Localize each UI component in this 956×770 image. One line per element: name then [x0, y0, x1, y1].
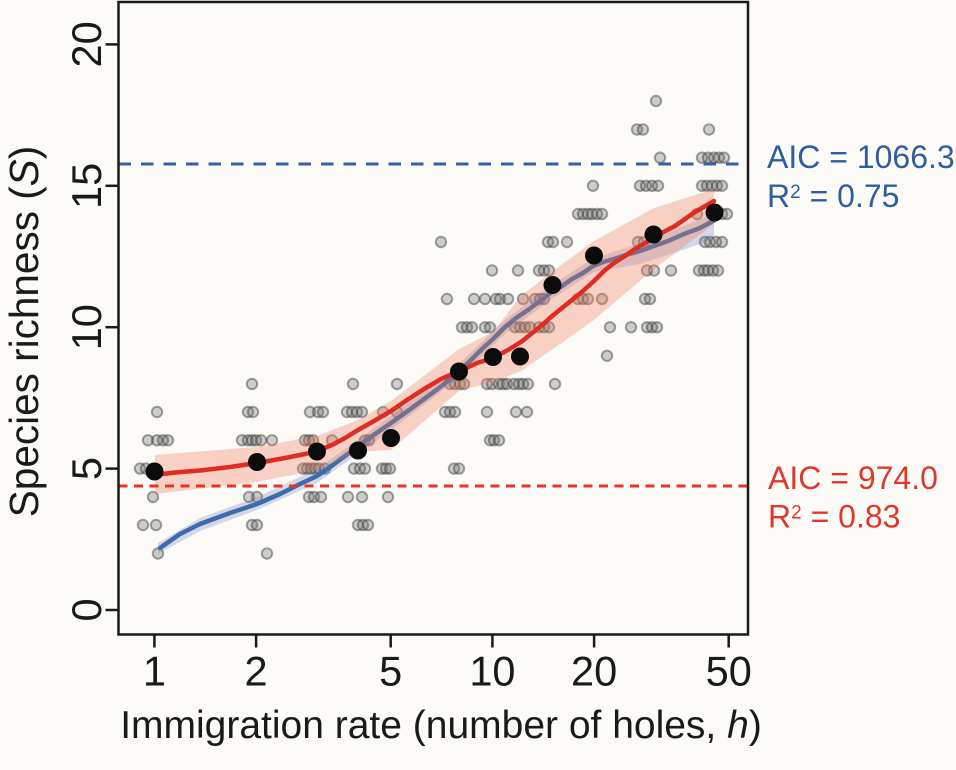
svg-text:20: 20	[63, 21, 110, 67]
svg-text:10: 10	[63, 304, 110, 350]
svg-text:10: 10	[469, 647, 515, 694]
svg-text:1: 1	[143, 647, 166, 694]
svg-text:Species richness (S): Species richness (S)	[1, 146, 47, 517]
svg-text:5: 5	[379, 647, 402, 694]
svg-text:2: 2	[245, 647, 268, 694]
svg-text:Immigration rate (number of ho: Immigration rate (number of holes, h)	[120, 704, 762, 747]
svg-text:R2 = 0.75: R2 = 0.75	[767, 178, 899, 214]
svg-text:AIC = 974.0: AIC = 974.0	[768, 460, 938, 496]
svg-text:20: 20	[571, 647, 617, 694]
svg-text:15: 15	[63, 163, 110, 209]
svg-text:AIC = 1066.3: AIC = 1066.3	[767, 139, 955, 175]
svg-text:50: 50	[706, 647, 752, 694]
svg-text:0: 0	[63, 598, 110, 621]
svg-text:R2 = 0.83: R2 = 0.83	[768, 499, 900, 535]
svg-text:5: 5	[63, 457, 110, 480]
